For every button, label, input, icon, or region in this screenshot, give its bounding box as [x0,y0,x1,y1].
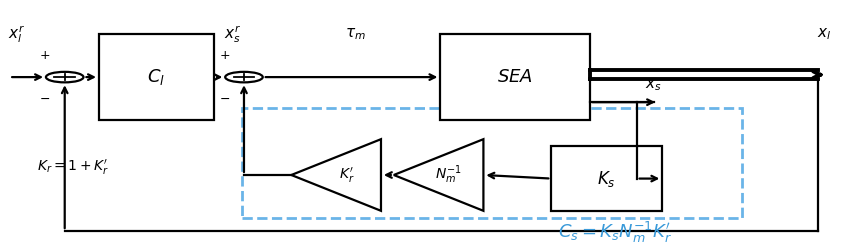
Text: $C_s = K_s N_m^{-1} K_r'$: $C_s = K_s N_m^{-1} K_r'$ [558,220,672,245]
Polygon shape [292,139,381,211]
Text: $C_l$: $C_l$ [147,67,166,87]
Text: $x_s^r$: $x_s^r$ [224,23,241,45]
Text: $x_s$: $x_s$ [646,78,662,93]
Text: $x_l^r$: $x_l^r$ [8,23,25,45]
Text: $K_r'$: $K_r'$ [339,165,354,185]
Bar [99,34,214,120]
Text: $\tau_m$: $\tau_m$ [345,26,365,42]
Bar [551,146,663,211]
Text: $K_r = 1 + K_r'$: $K_r = 1 + K_r'$ [38,158,109,177]
Text: $-$: $-$ [219,92,230,105]
Text: $K_s$: $K_s$ [598,168,616,188]
Text: $x_l$: $x_l$ [817,26,832,42]
Text: $SEA$: $SEA$ [497,68,533,86]
Polygon shape [394,139,483,211]
Circle shape [46,72,84,82]
Circle shape [225,72,262,82]
Text: $N_m^{-1}$: $N_m^{-1}$ [435,164,463,186]
Text: $+$: $+$ [219,49,230,62]
Text: $-$: $-$ [38,92,50,105]
Text: $+$: $+$ [38,49,50,62]
Bar [242,108,741,218]
Bar [440,34,590,120]
